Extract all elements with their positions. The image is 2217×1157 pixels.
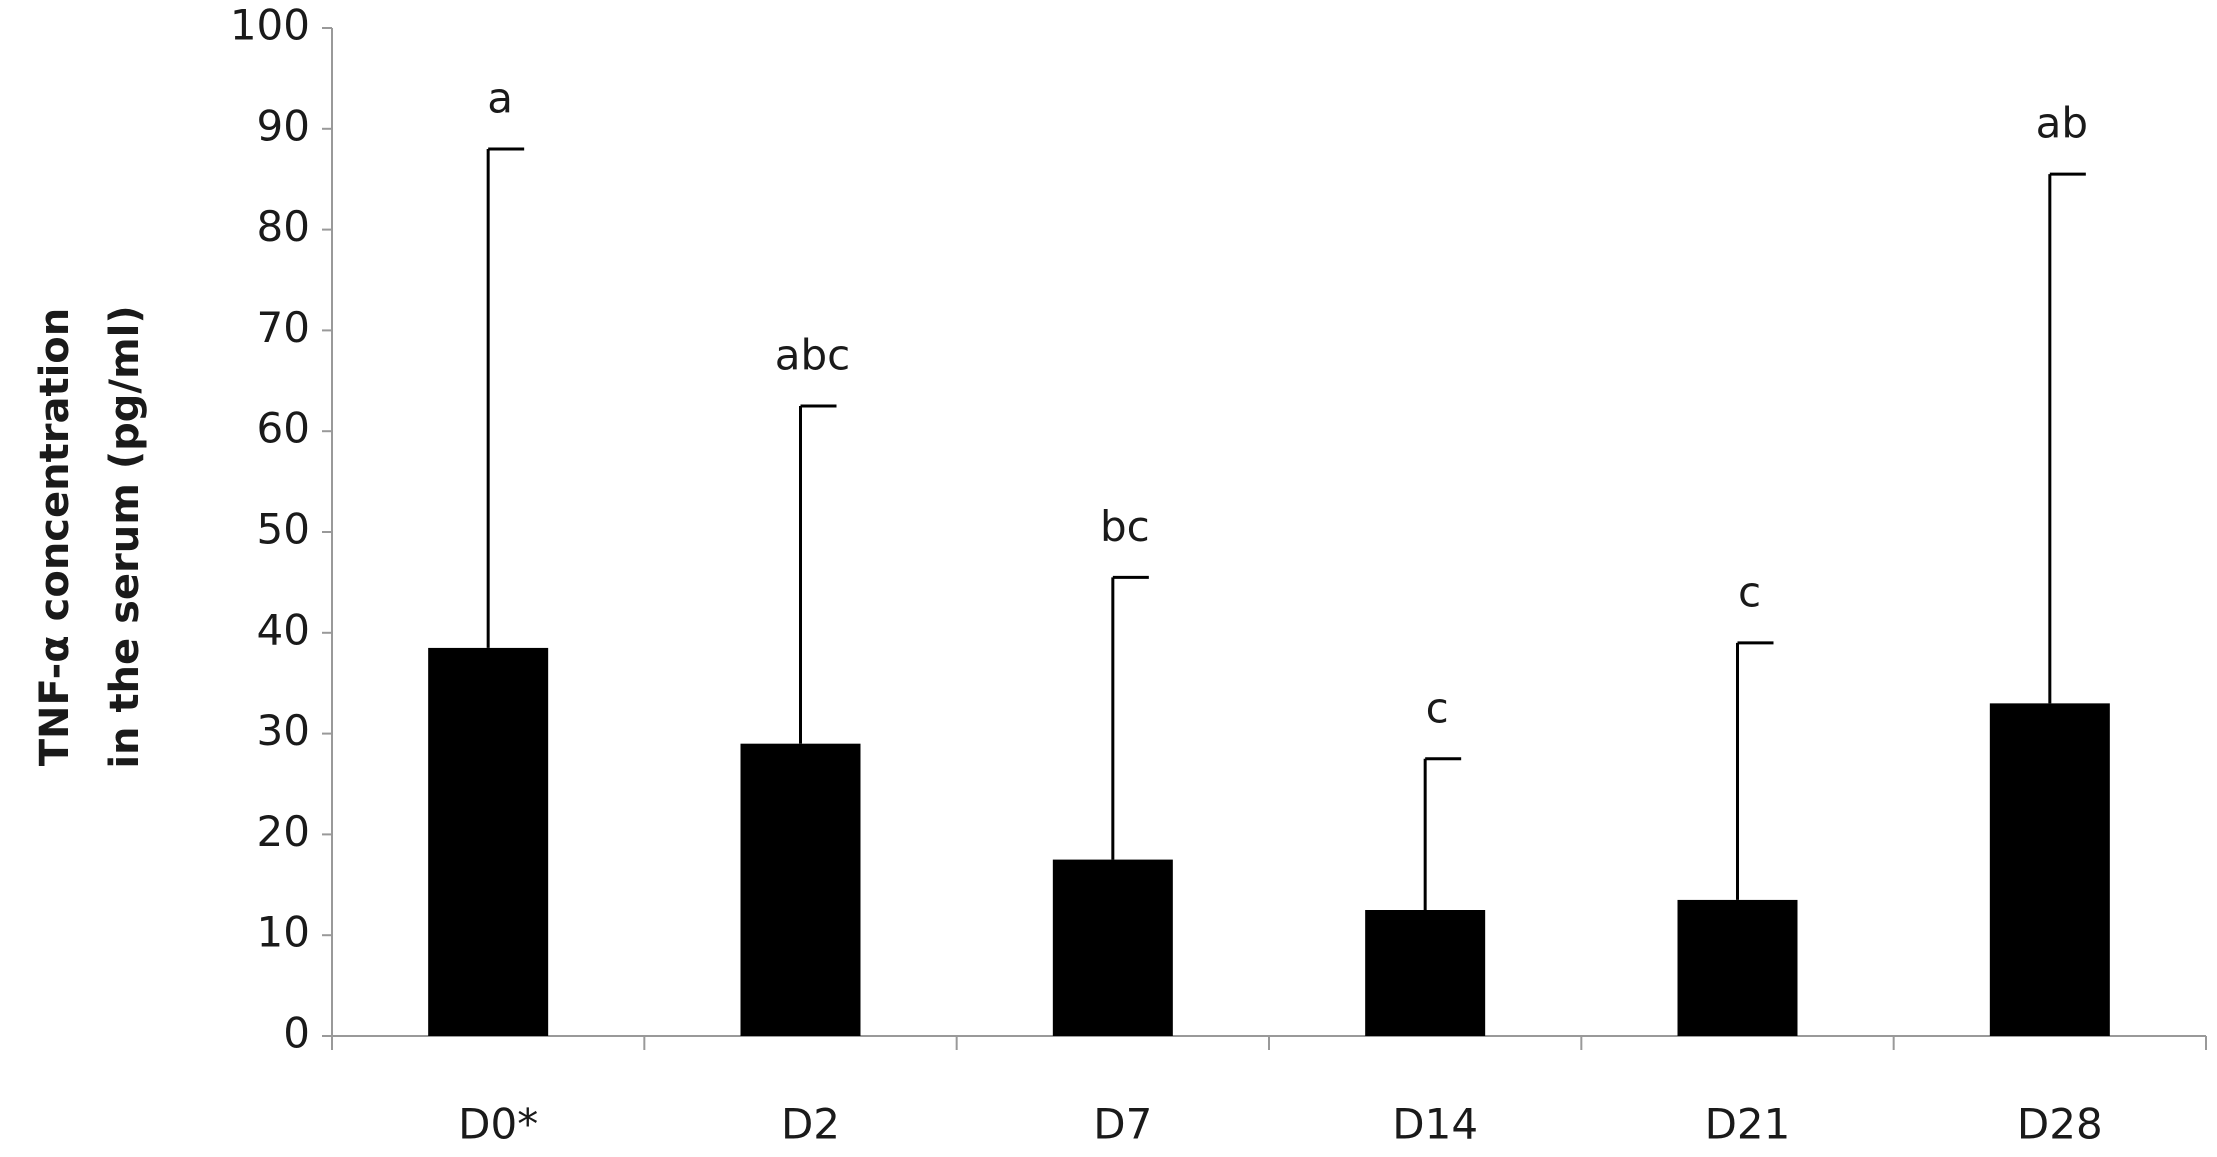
x-tick-label: D28 <box>2017 1100 2103 1149</box>
y-tick-label: 40 <box>257 605 310 654</box>
annotation: a <box>487 73 513 122</box>
y-axis-title-line: in the serum (pg/ml) <box>102 305 148 768</box>
y-tick-label: 90 <box>257 101 310 150</box>
y-axis-title: TNF-α concentration in the serum (pg/ml) <box>32 305 148 768</box>
y-tick-label: 0 <box>283 1009 310 1058</box>
y-axis-title-line: TNF-α concentration <box>32 308 78 766</box>
annotation: ab <box>2036 99 2088 148</box>
x-tick-label: D21 <box>1705 1100 1791 1149</box>
y-tick-label: 50 <box>257 505 310 554</box>
x-tick-label: D14 <box>1392 1100 1478 1149</box>
bar <box>740 743 861 1036</box>
x-tick-label: D7 <box>1093 1100 1152 1149</box>
y-tick-label: 60 <box>257 404 310 453</box>
bar <box>1365 910 1486 1036</box>
y-tick-label: 20 <box>257 807 310 856</box>
x-tick-label: D0* <box>458 1100 538 1149</box>
y-tick-label: 70 <box>257 303 310 352</box>
annotation: abc <box>775 331 851 380</box>
x-tick-label: D2 <box>781 1100 840 1149</box>
y-tick-label: 10 <box>257 908 310 957</box>
annotation: c <box>1426 683 1449 732</box>
y-tick-label: 80 <box>257 202 310 251</box>
bar <box>1989 703 2110 1036</box>
annotation: c <box>1738 567 1761 616</box>
bar <box>428 647 549 1036</box>
annotation: bc <box>1100 502 1150 551</box>
bar <box>1052 859 1173 1036</box>
y-tick-label: 100 <box>230 1 310 50</box>
bar <box>1677 899 1798 1036</box>
y-tick-label: 30 <box>257 706 310 755</box>
